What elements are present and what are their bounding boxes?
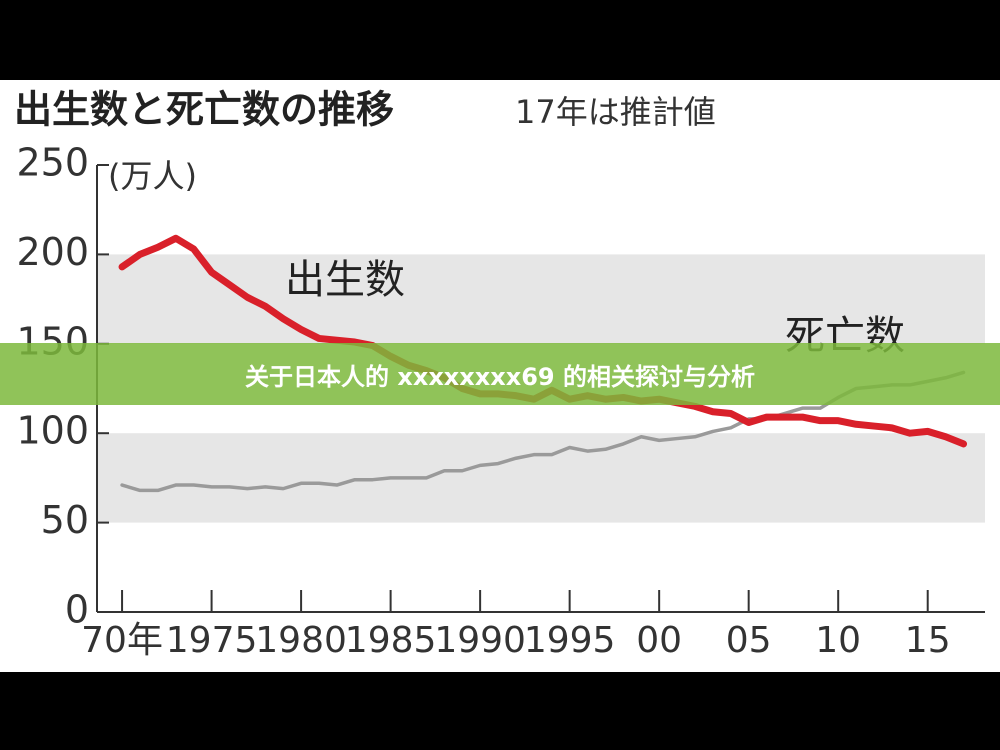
shaded-band [97,433,985,523]
chart-title: 出生数と死亡数の推移 [14,88,394,132]
series-label: 出生数 [285,257,405,303]
x-tick-label: 15 [905,620,951,661]
x-tick-label: 1990 [434,620,526,661]
x-tick-label: 1980 [255,620,347,661]
y-tick-label: 200 [16,230,89,274]
x-tick-label: 00 [636,620,682,661]
banner: 关于日本人的 xxxxxxxx69 的相关探讨与分析 [0,343,1000,405]
y-tick-label: 50 [41,498,89,542]
x-tick-label: 70年 [81,620,163,661]
x-tick-label: 1975 [166,620,258,661]
x-tick-label: 1995 [524,620,616,661]
y-tick-label: 100 [16,409,89,453]
line [120,370,966,493]
y-tick-label: 250 [16,141,89,185]
y-unit-label: (万人) [108,157,197,195]
x-tick-label: 05 [726,620,772,661]
chart-subtitle: 17年は推計値 [515,93,716,131]
x-tick-label: 1985 [345,620,437,661]
y-tick-label: 0 [65,588,89,632]
x-tick-label: 10 [815,620,861,661]
